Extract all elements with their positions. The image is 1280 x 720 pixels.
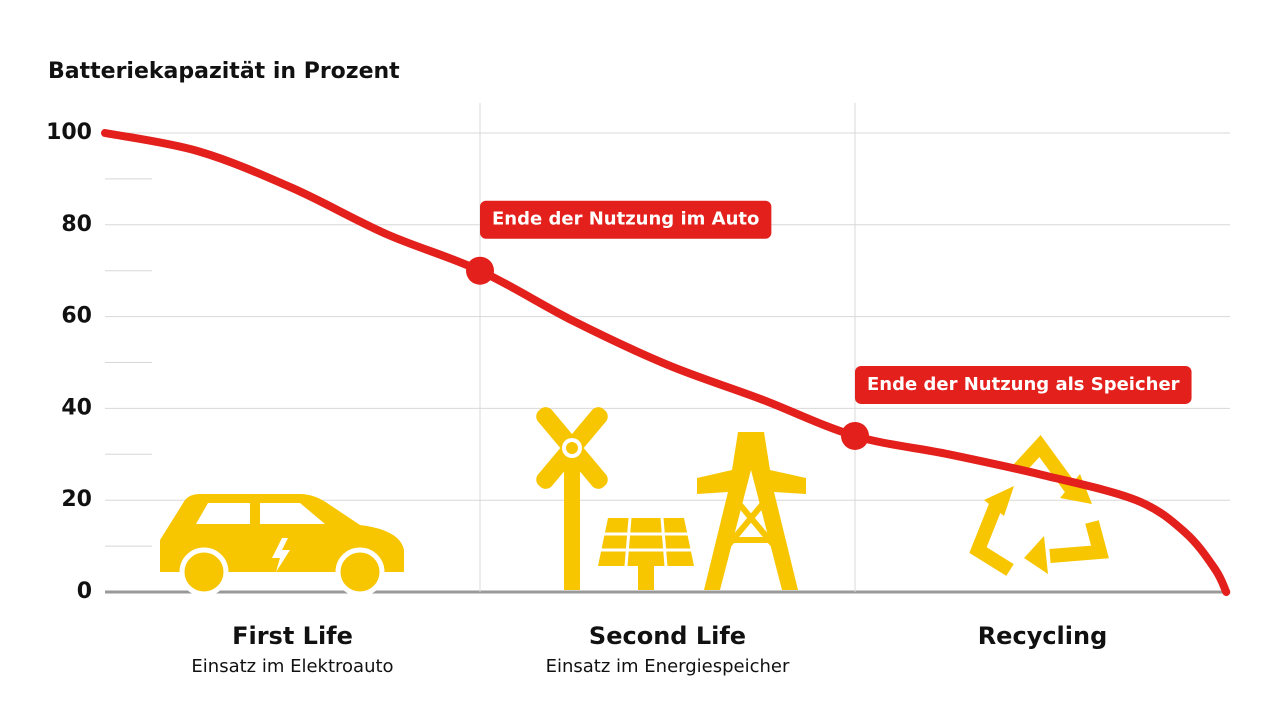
y-tick-label: 20 bbox=[61, 487, 92, 512]
plot: Ende der Nutzung im Auto Ende der Nutzung… bbox=[101, 129, 1231, 596]
turbine-blades bbox=[536, 407, 608, 489]
y-tick-label: 60 bbox=[61, 304, 92, 329]
phase-label: Second Life bbox=[589, 622, 746, 650]
annotation-text: Ende der Nutzung als Speicher bbox=[867, 374, 1180, 395]
phase-label: Recycling bbox=[978, 622, 1108, 650]
phase-sublabel: Einsatz im Energiespeicher bbox=[546, 656, 790, 677]
icons bbox=[160, 407, 1109, 597]
car-wheel bbox=[179, 547, 229, 597]
pylon-icon bbox=[697, 432, 806, 590]
solar-icon bbox=[598, 518, 694, 590]
y-tick-label: 100 bbox=[46, 120, 92, 145]
y-tick-label: 0 bbox=[77, 579, 92, 604]
annotation-box bbox=[480, 200, 772, 239]
recycle-icon bbox=[969, 434, 1109, 576]
phase-sublabel: Einsatz im Elektroauto bbox=[191, 656, 393, 677]
car-wheel bbox=[335, 547, 385, 597]
y-tick-label: 40 bbox=[61, 395, 92, 420]
phase-label: First Life bbox=[232, 622, 353, 650]
annotation-point bbox=[466, 256, 494, 285]
y-tick-label: 80 bbox=[61, 212, 92, 237]
turbine-tower bbox=[564, 450, 580, 590]
annotation-text: Ende der Nutzung im Auto bbox=[492, 209, 759, 230]
annotation: Ende der Nutzung im Auto bbox=[480, 200, 772, 239]
chart-title: Batteriekapazität in Prozent bbox=[48, 59, 400, 84]
capacity-line bbox=[101, 129, 1231, 596]
annotation: Ende der Nutzung als Speicher bbox=[855, 365, 1192, 404]
annotation-box bbox=[855, 365, 1192, 404]
annotation-point bbox=[841, 421, 869, 450]
